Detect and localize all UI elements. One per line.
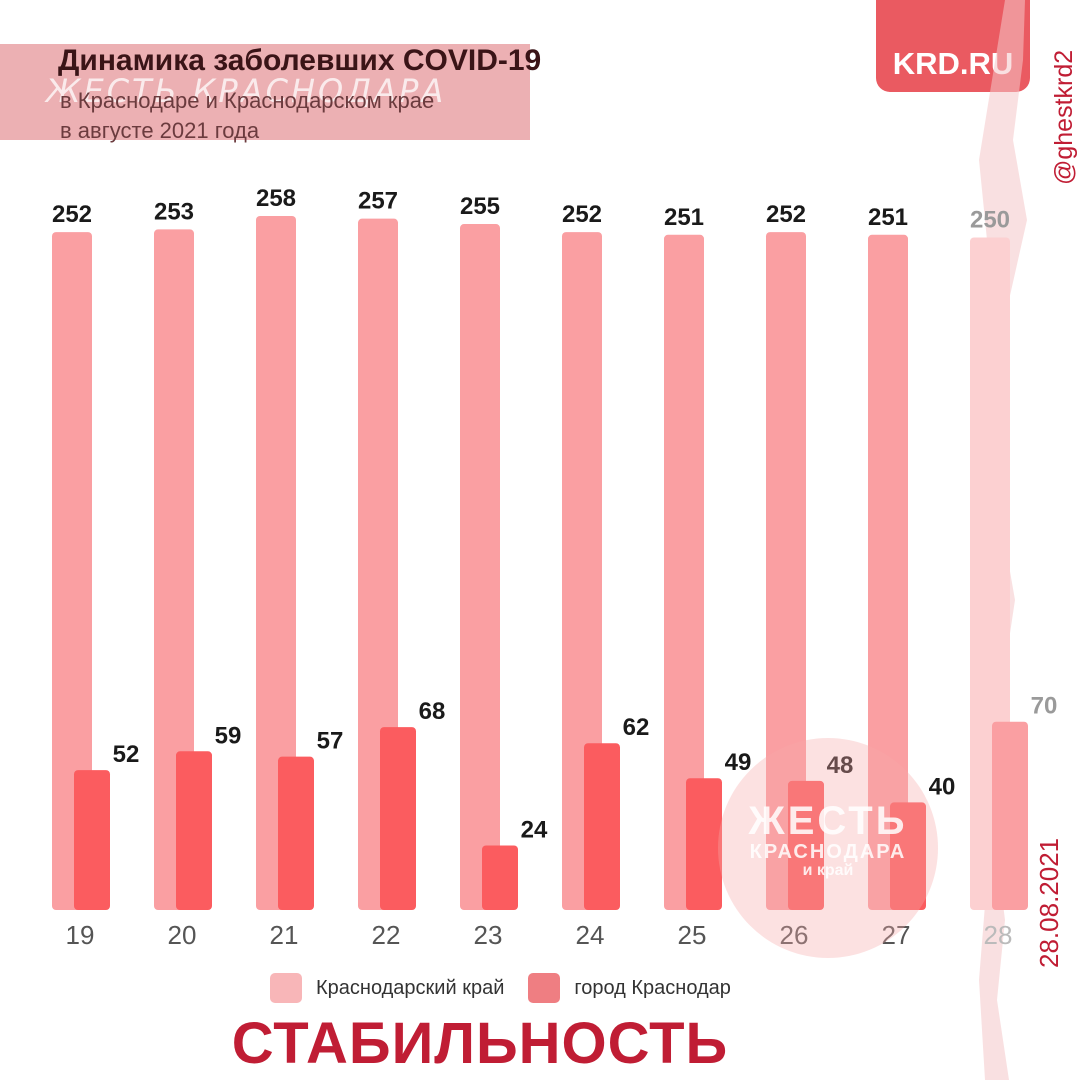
- bar-city-25: [686, 778, 722, 910]
- x-tick-label-19: 19: [66, 920, 95, 950]
- x-tick-label-20: 20: [168, 920, 197, 950]
- x-tick-label-28: 28: [984, 920, 1013, 950]
- x-tick-label-22: 22: [372, 920, 401, 950]
- bar-region-20: [154, 229, 194, 910]
- value-label-city-23: 24: [521, 816, 548, 843]
- stamp-line3: и край: [802, 862, 854, 879]
- value-label-city-25: 49: [725, 749, 752, 776]
- legend-label-city: город Краснодар: [574, 976, 731, 999]
- legend-label-region: Краснодарский край: [316, 976, 505, 999]
- chart-subtitle-line2: в августе 2021 года: [60, 118, 260, 143]
- stamp-line1: ЖЕСТЬ: [748, 799, 908, 843]
- social-handle[interactable]: @ghestkrd2: [1050, 49, 1078, 185]
- title-band: [0, 44, 530, 140]
- x-tick-label-24: 24: [576, 920, 605, 950]
- bar-region-25: [664, 234, 704, 910]
- value-label-region-24: 252: [562, 201, 602, 228]
- chart-legend: Краснодарский край город Краснодар: [270, 973, 755, 1003]
- bar-region-23: [460, 224, 500, 911]
- value-label-region-21: 258: [256, 185, 296, 212]
- value-label-region-27: 251: [868, 204, 908, 231]
- x-tick-label-23: 23: [474, 920, 503, 950]
- x-tick-label-26: 26: [780, 920, 809, 950]
- chart-title: Динамика заболевших COVID-19: [58, 44, 542, 77]
- bar-city-28: [992, 721, 1028, 910]
- x-tick-label-27: 27: [882, 920, 911, 950]
- value-label-city-22: 68: [419, 698, 446, 725]
- value-label-city-19: 52: [113, 741, 140, 768]
- slogan: СТАБИЛЬНОСТЬ: [231, 1011, 729, 1076]
- x-tick-label-25: 25: [678, 920, 707, 950]
- legend-swatch-region: [270, 973, 302, 1003]
- value-label-region-28: 250: [970, 207, 1010, 234]
- bar-city-26: [788, 780, 824, 910]
- bar-region-21: [256, 215, 296, 911]
- bar-city-24: [584, 743, 620, 910]
- legend-swatch-city: [528, 973, 561, 1003]
- bar-city-27: [890, 802, 926, 910]
- value-label-region-22: 257: [358, 188, 398, 215]
- value-label-region-20: 253: [154, 198, 194, 225]
- bar-region-24: [562, 232, 602, 910]
- stamp-line2: КРАСНОДАРА: [749, 841, 907, 863]
- date-label: 28.08.2021: [1034, 837, 1064, 968]
- bar-region-27: [868, 234, 908, 910]
- bar-city-19: [74, 770, 110, 910]
- value-label-city-27: 40: [929, 773, 956, 800]
- value-label-city-21: 57: [317, 728, 344, 755]
- x-tick-label-21: 21: [270, 920, 299, 950]
- stamp-watermark: ЖЕСТЬ КРАСНОДАРА и край: [728, 800, 928, 880]
- bar-city-20: [176, 751, 212, 910]
- bar-region-19: [52, 232, 92, 910]
- stamp-circle: [718, 738, 938, 958]
- chart-subtitle-line1: в Краснодаре и Краснодарском крае: [60, 88, 435, 113]
- bar-city-22: [380, 727, 416, 910]
- value-label-city-28: 70: [1031, 693, 1058, 720]
- value-label-region-26: 252: [766, 201, 806, 228]
- value-label-region-19: 252: [52, 201, 92, 228]
- bar-region-26: [766, 232, 806, 910]
- bar-city-23: [482, 845, 518, 910]
- watermark-text: ЖЕСТЬ КРАСНОДАРА: [46, 72, 447, 110]
- bar-city-21: [278, 756, 314, 910]
- value-label-city-24: 62: [623, 714, 650, 741]
- value-label-region-23: 255: [460, 193, 500, 220]
- value-label-city-26: 48: [827, 752, 854, 779]
- value-label-city-20: 59: [215, 722, 242, 749]
- value-label-region-25: 251: [664, 204, 704, 231]
